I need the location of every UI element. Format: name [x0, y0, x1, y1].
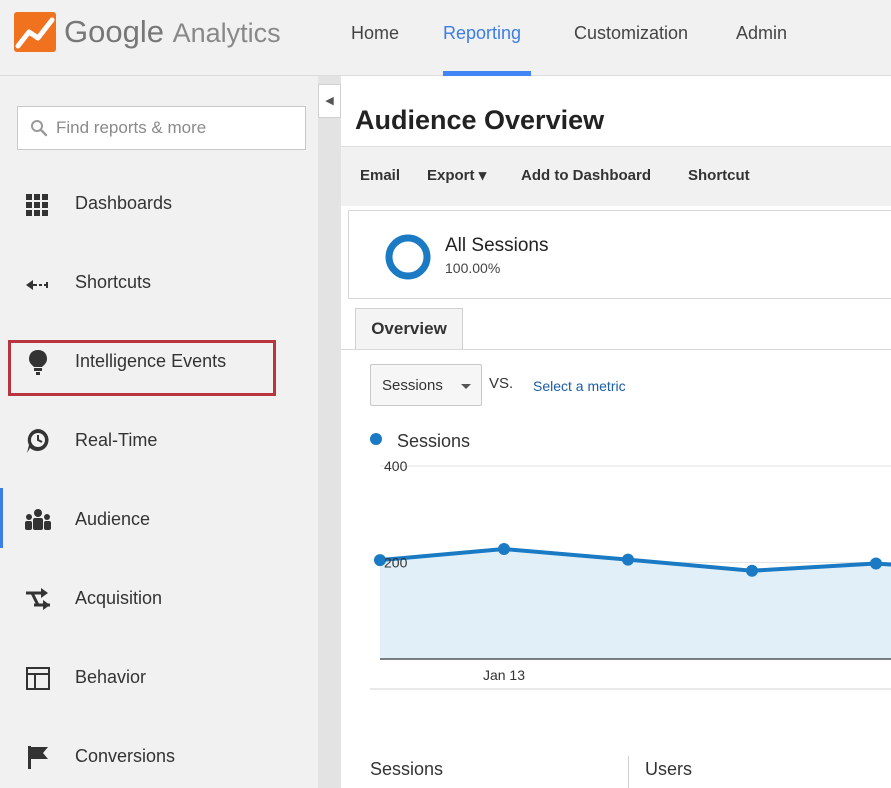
flag-icon: [28, 746, 48, 769]
sidebar-item-conversions[interactable]: Conversions: [0, 727, 318, 787]
sessions-point: [870, 557, 882, 570]
sidebar-item-dashboards[interactable]: Dashboards: [0, 174, 318, 234]
select-metric-link[interactable]: Select a metric: [533, 378, 626, 394]
collapse-sidebar-button[interactable]: ◀: [318, 84, 341, 118]
shortcut-arrow-icon: [26, 280, 48, 290]
sessions-line: [379, 546, 891, 573]
sessions-point: [746, 564, 758, 577]
brand-google: Google: [64, 14, 164, 49]
sidebar-item-intelligence-events[interactable]: Intelligence Events: [0, 332, 318, 392]
segment-card[interactable]: All Sessions 100.00%: [348, 210, 891, 299]
sidebar-item-label: Behavior: [75, 667, 147, 687]
metric-select-value: Sessions: [382, 377, 443, 394]
main-content: Audience Overview Email Export ▾ Add to …: [341, 76, 891, 788]
vs-label: VS.: [489, 375, 514, 392]
stats-divider: [628, 756, 629, 788]
search-box[interactable]: [17, 106, 306, 150]
sidebar-item-label: Acquisition: [75, 588, 163, 608]
sidebar-item-audience[interactable]: Audience: [0, 490, 318, 550]
people-icon: [25, 509, 51, 530]
layout-icon: [26, 667, 50, 690]
page-title: Audience Overview: [355, 105, 605, 135]
sessions-point: [622, 553, 634, 566]
chevron-left-icon: ◀: [325, 95, 334, 107]
top-bar: Google Analytics Home Reporting Customiz…: [0, 0, 891, 76]
active-nav-indicator: [443, 71, 531, 76]
search-input[interactable]: [56, 107, 296, 149]
sidebar-item-label: Shortcuts: [75, 272, 152, 292]
sidebar-item-acquisition[interactable]: Acquisition: [0, 569, 318, 629]
segment-name: All Sessions: [445, 235, 549, 256]
nav-customization[interactable]: Customization: [574, 23, 689, 43]
shortcut-button[interactable]: Shortcut: [688, 167, 750, 184]
chevron-down-icon: [461, 384, 471, 389]
metric-select[interactable]: Sessions: [370, 364, 482, 406]
sidebar-item-behavior[interactable]: Behavior: [0, 648, 318, 708]
export-button[interactable]: Export ▾: [427, 167, 486, 185]
tab-divider: [341, 349, 891, 350]
segment-percent: 100.00%: [445, 260, 501, 276]
y-tick-label: 400: [384, 458, 408, 474]
email-button[interactable]: Email: [360, 167, 401, 184]
legend-label: Sessions: [397, 431, 471, 451]
x-tick-label: Jan 13: [483, 667, 525, 683]
sessions-point: [498, 542, 510, 555]
brand-name: Google Analytics: [64, 13, 281, 52]
sidebar-item-label: Conversions: [75, 746, 176, 766]
active-item-marker: [0, 488, 3, 548]
sessions-chart: 400 200 Jan 13: [370, 458, 891, 690]
sidebar-item-label: Audience: [75, 509, 151, 529]
sidebar-item-label: Real-Time: [75, 430, 158, 450]
export-label: Export: [427, 167, 475, 184]
analytics-logo-icon: [14, 12, 56, 52]
arrows-icon: [26, 588, 50, 610]
segment-ring-icon: [385, 234, 431, 280]
chevron-down-icon: ▾: [478, 167, 487, 184]
nav-admin[interactable]: Admin: [736, 23, 788, 43]
grid-icon: [26, 194, 48, 216]
nav-reporting[interactable]: Reporting: [443, 23, 522, 43]
sidebar: ◀ Dashboards Shortcuts: [0, 76, 341, 788]
y-tick-label: 200: [384, 555, 408, 571]
brand-product: Analytics: [172, 18, 281, 48]
stat-users-label: Users: [645, 759, 693, 779]
legend-marker: [370, 433, 382, 445]
sessions-point: [374, 554, 386, 567]
sessions-area: [380, 548, 891, 659]
action-bar: Email Export ▾ Add to Dashboard Shortcut: [341, 146, 891, 206]
clock-icon: [27, 429, 49, 453]
tab-overview[interactable]: Overview: [355, 308, 463, 350]
nav-home[interactable]: Home: [351, 23, 400, 43]
sidebar-item-label: Intelligence Events: [75, 351, 227, 371]
sidebar-item-real-time[interactable]: Real-Time: [0, 411, 318, 471]
add-to-dashboard-button[interactable]: Add to Dashboard: [521, 167, 651, 184]
lightbulb-icon: [29, 350, 47, 375]
search-icon: [31, 120, 48, 137]
stat-sessions-label: Sessions: [370, 759, 444, 779]
sidebar-item-shortcuts[interactable]: Shortcuts: [0, 253, 318, 313]
sidebar-collapse-strip: [318, 76, 341, 788]
highlight-box: [8, 340, 276, 396]
sidebar-item-label: Dashboards: [75, 193, 173, 213]
